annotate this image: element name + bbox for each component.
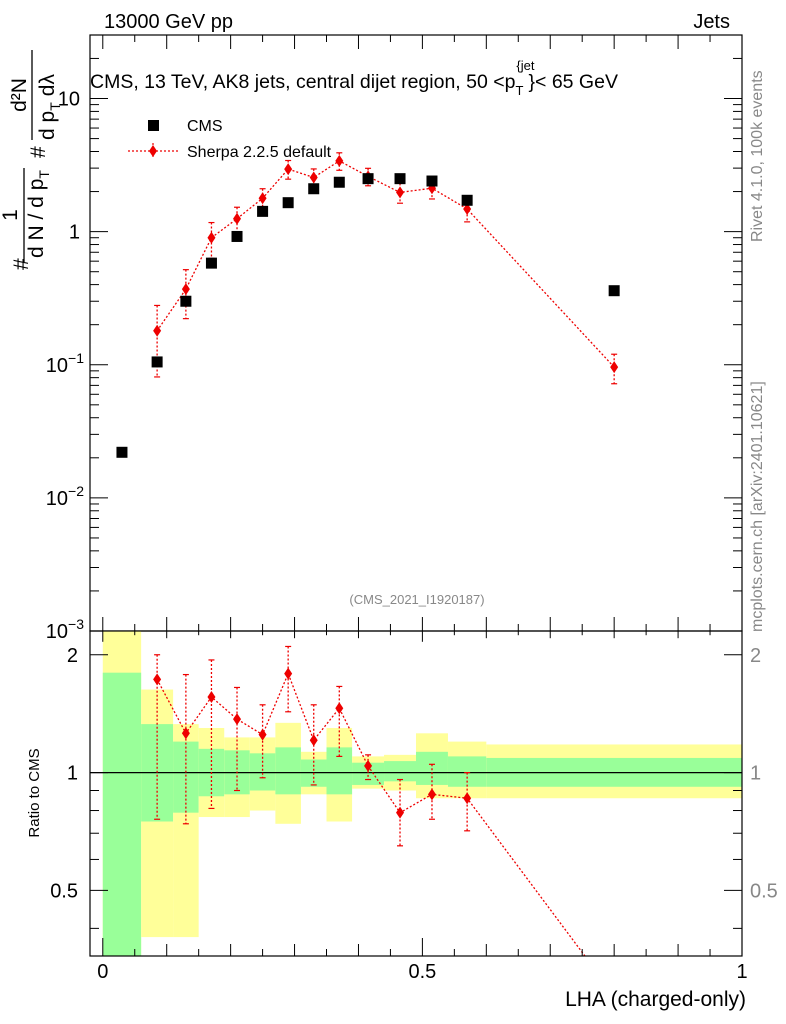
y-tick-label-exp: −3 bbox=[68, 616, 84, 632]
ratio-plot: 2 2 1 1 0.5 0.5 0 0.5 1 Ratio to CMS LHA (charg… bbox=[26, 630, 778, 1011]
ratio-point bbox=[396, 806, 405, 819]
plot-title: CMS, 13 TeV, AK8 jets, central dijet reg… bbox=[90, 58, 618, 98]
sherpa-point bbox=[207, 231, 216, 244]
ratio-band-green bbox=[326, 747, 353, 795]
ratio-y-tick-label: 0.5 bbox=[50, 880, 78, 902]
cms-point bbox=[461, 194, 473, 206]
plot-title-main: CMS, 13 TeV, AK8 jets, central dijet reg… bbox=[90, 71, 516, 93]
ratio-point bbox=[335, 702, 344, 715]
legend-sherpa-label: Sherpa 2.2.5 default bbox=[187, 144, 332, 161]
ratio-y-tick-label: 2 bbox=[67, 645, 78, 667]
y-label-d2n: d²N bbox=[8, 78, 31, 112]
ratio-point bbox=[233, 713, 242, 726]
sherpa-point bbox=[233, 212, 242, 225]
ratio-sherpa-line bbox=[156, 671, 586, 956]
cms-point bbox=[231, 230, 243, 242]
header-right: Jets bbox=[693, 11, 730, 33]
y-label-dl: dλ bbox=[36, 74, 59, 97]
sherpa-point bbox=[309, 171, 318, 184]
y-label-dn-text: d N / d p bbox=[25, 179, 48, 258]
y-tick-label-base: 10 bbox=[46, 488, 68, 510]
cms-point bbox=[151, 356, 163, 368]
sherpa-point bbox=[610, 361, 619, 374]
ratio-point bbox=[258, 728, 267, 741]
x-tick-label: 1 bbox=[736, 961, 747, 983]
ratio-y-tick-label-right: 0.5 bbox=[750, 880, 778, 902]
sherpa-point bbox=[396, 186, 405, 199]
ratio-band-green bbox=[384, 761, 416, 782]
sherpa-line bbox=[156, 160, 615, 368]
header-left: 13000 GeV pp bbox=[104, 11, 233, 33]
sherpa-point bbox=[258, 192, 267, 205]
cms-point bbox=[257, 205, 269, 217]
analysis-id: (CMS_2021_I1920187) bbox=[349, 592, 484, 607]
y-tick-label: 10−2 bbox=[46, 483, 84, 510]
y-axis-label: # 1 d N / d pT # d²N d pTdλ bbox=[0, 50, 63, 270]
sherpa-point bbox=[284, 163, 293, 176]
y-label-dp: d pTdλ bbox=[36, 74, 63, 140]
sherpa-point bbox=[463, 202, 472, 215]
ratio-point bbox=[207, 690, 216, 703]
y-label-hash: # bbox=[10, 258, 33, 270]
ratio-band-green bbox=[249, 753, 276, 791]
ratio-y-tick-label: 1 bbox=[67, 763, 78, 785]
plot-title-tail: }< 65 GeV bbox=[529, 71, 618, 93]
ratio-y-tick-label-right: 1 bbox=[750, 763, 761, 785]
ratio-point bbox=[284, 667, 293, 680]
ratio-point bbox=[309, 734, 318, 747]
ratio-point bbox=[364, 759, 373, 772]
y-tick-label-exp: −1 bbox=[68, 350, 84, 366]
x-axis-label: LHA (charged-only) bbox=[565, 988, 746, 1011]
legend-cms-label: CMS bbox=[187, 118, 223, 135]
y-label-dn: d N / d pT bbox=[25, 170, 52, 258]
x-tick-label: 0.5 bbox=[408, 961, 436, 983]
y-tick-label-base: 10 bbox=[46, 355, 68, 377]
sherpa-point bbox=[153, 324, 162, 337]
y-tick-label: 10 bbox=[58, 89, 80, 111]
cms-point bbox=[308, 183, 320, 195]
y-tick-label: 10−1 bbox=[46, 350, 84, 377]
legend-cms-marker bbox=[148, 120, 159, 131]
ratio-band-green bbox=[352, 762, 385, 785]
ratio-band-green bbox=[102, 672, 142, 956]
y-label-dp-sub: T bbox=[47, 102, 63, 111]
y-tick-label-exp: −2 bbox=[68, 483, 84, 499]
cms-point bbox=[362, 173, 374, 185]
x-tick-label: 0 bbox=[97, 961, 108, 983]
ratio-y-label: Ratio to CMS bbox=[26, 748, 43, 837]
y-label-one: 1 bbox=[0, 209, 22, 221]
mcplots-label: mcplots.cern.ch [arXiv:2401.10621] bbox=[749, 381, 766, 632]
ratio-point bbox=[181, 727, 190, 740]
sherpa-point bbox=[335, 154, 344, 167]
ratio-point bbox=[153, 673, 162, 686]
y-label-dn-sub: T bbox=[36, 170, 52, 179]
ratio-y-tick-label-right: 2 bbox=[750, 645, 761, 667]
cms-point bbox=[394, 173, 406, 185]
legend: CMS Sherpa 2.2.5 default bbox=[128, 118, 332, 161]
sherpa-point bbox=[181, 283, 190, 296]
cms-point bbox=[116, 446, 128, 458]
cms-point bbox=[205, 257, 217, 269]
ratio-band-green bbox=[275, 747, 301, 795]
cms-point bbox=[608, 285, 620, 297]
cms-point bbox=[426, 175, 438, 187]
ratio-point bbox=[427, 788, 436, 801]
legend-sherpa-marker bbox=[149, 145, 157, 157]
plot-title-sup: {jet bbox=[516, 58, 534, 73]
y-tick-label-base: 10 bbox=[46, 621, 68, 643]
plot-title-sub: T bbox=[515, 83, 523, 98]
cms-point bbox=[333, 176, 345, 188]
y-label-hash2: # bbox=[27, 146, 50, 158]
y-tick-label: 10−3 bbox=[46, 616, 84, 643]
ratio-point bbox=[463, 792, 472, 805]
y-tick-label: 1 bbox=[69, 222, 80, 244]
y-label-dp-text: d p bbox=[36, 111, 59, 140]
ratio-band-green bbox=[173, 741, 199, 813]
cms-point bbox=[282, 197, 294, 209]
rivet-label: Rivet 4.1.0, 100k events bbox=[749, 70, 766, 242]
ratio-plot-frame bbox=[89, 630, 743, 957]
cms-point bbox=[180, 295, 192, 307]
